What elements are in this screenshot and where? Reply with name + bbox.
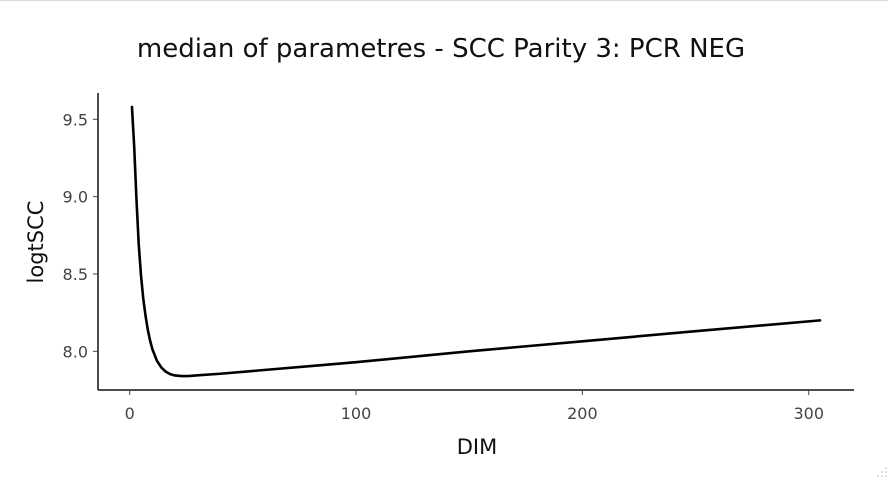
series-line (130, 105, 822, 378)
y-axis-ticks: 8.0 8.5 9.0 9.5 (63, 110, 98, 361)
y-tick-label: 8.0 (63, 342, 88, 361)
resize-grip-icon[interactable] (874, 464, 888, 478)
x-tick-label: 300 (793, 404, 824, 423)
top-border (0, 0, 888, 1)
x-axis-title: DIM (457, 435, 497, 459)
x-tick-label: 200 (567, 404, 598, 423)
y-tick-label: 8.5 (63, 265, 88, 284)
y-tick-label: 9.5 (63, 110, 88, 129)
y-tick-label: 9.0 (63, 188, 88, 207)
x-tick-label: 100 (341, 404, 372, 423)
y-axis-title: logtSCC (24, 201, 48, 284)
x-tick-label: 0 (125, 404, 135, 423)
chart-title: median of parametres - SCC Parity 3: PCR… (137, 34, 745, 64)
x-axis-ticks: 0 100 200 300 (125, 390, 824, 423)
